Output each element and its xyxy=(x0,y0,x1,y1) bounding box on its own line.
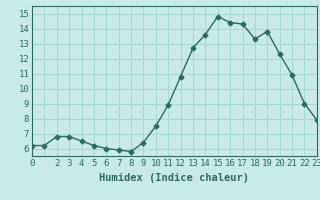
X-axis label: Humidex (Indice chaleur): Humidex (Indice chaleur) xyxy=(100,173,249,183)
